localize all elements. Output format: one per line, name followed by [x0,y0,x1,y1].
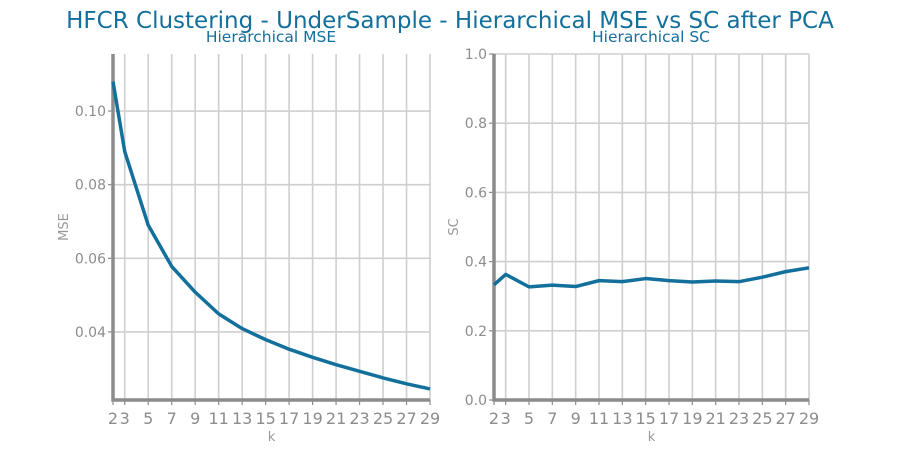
sc-x-tick-label: 19 [682,409,702,428]
sc-x-tick-label: 11 [589,409,609,428]
mse-x-tick-label: 5 [143,409,153,428]
mse-data-point [381,376,385,380]
mse-x-tick-label: 27 [396,409,416,428]
mse-data-point [405,382,409,386]
sc-x-tick-label: 15 [635,409,655,428]
sc-data-point [597,279,601,283]
sc-x-tick-label: 29 [799,409,819,428]
sc-x-tick-label: 13 [612,409,632,428]
sc-x-tick-label: 3 [501,409,511,428]
mse-data-point [428,387,432,391]
mse-x-tick-label: 3 [120,409,130,428]
mse-x-axis-label: k [268,430,276,445]
sc-data-point [807,266,811,270]
sc-data-point [760,275,764,279]
sc-data-point [492,283,496,287]
sc-y-tick-label: 1.0 [465,47,487,63]
sc-data-point [737,280,741,284]
mse-x-tick-label: 2 [108,409,118,428]
mse-data-point [217,312,221,316]
sc-x-tick-label: 21 [705,409,725,428]
mse-data-point [193,290,197,294]
sc-panel: 2 3 5 7 9 11 13 15 17 19 21 23 25 27 290.00.20.40.60.8… [447,28,819,445]
sc-data-point [784,270,788,274]
sc-x-tick-label: 7 [547,409,557,428]
mse-data-point [358,369,362,373]
mse-data-point [240,327,244,331]
mse-x-tick-label: 17 [279,409,299,428]
sc-x-tick-label: 17 [659,409,679,428]
sc-data-point [504,272,508,276]
sc-y-tick-label: 0.8 [465,116,487,132]
sc-y-tick-label: 0.4 [465,255,487,271]
mse-x-tick-label: 29 [420,409,440,428]
mse-x-tick-label: 13 [232,409,252,428]
sc-data-point [690,280,694,284]
sc-series-line [492,266,810,289]
sc-data-point [574,285,578,289]
sc-data-point [667,279,671,283]
mse-data-point [264,338,268,342]
mse-data-point [111,80,115,84]
mse-x-tick-label: 7 [167,409,177,428]
mse-x-tick-label: 21 [326,409,346,428]
mse-x-tick-label: 25 [373,409,393,428]
sc-x-tick-label: 5 [524,409,534,428]
sc-x-tick-label: 23 [729,409,749,428]
mse-y-tick-label: 0.10 [75,104,106,120]
mse-panel: 2 3 5 7 9 11 13 15 17 19 21 23 25 27 290.040.060.080.1… [57,28,440,445]
mse-x-tick-label: 9 [190,409,200,428]
sc-data-point [644,277,648,281]
mse-y-axis-label: MSE [57,213,72,241]
sc-data-point [550,283,554,287]
mse-series-line [111,81,431,391]
mse-x-tick-label: 23 [349,409,369,428]
mse-x-tick-label: 19 [302,409,322,428]
sc-x-tick-label: 2 [489,409,499,428]
mse-y-tick-label: 0.04 [75,325,106,341]
mse-data-point [287,347,291,351]
mse-data-point [170,264,174,268]
sc-y-tick-label: 0.2 [465,324,487,340]
mse-data-point [123,150,127,154]
figure-title: HFCR Clustering - UnderSample - Hierarch… [66,8,834,34]
sc-data-point [714,279,718,283]
mse-y-tick-label: 0.06 [75,251,106,267]
sc-data-point [620,280,624,284]
sc-panel-title: Hierarchical SC [592,28,710,46]
sc-y-tick-label: 0.0 [465,393,487,409]
sc-x-tick-label: 9 [571,409,581,428]
sc-x-axis-label: k [648,430,656,445]
sc-x-tick-label: 27 [775,409,795,428]
mse-data-point [311,355,315,359]
mse-x-tick-label: 11 [208,409,228,428]
sc-y-axis-label: SC [447,218,462,235]
sc-x-tick-label: 25 [752,409,772,428]
mse-y-tick-label: 0.08 [75,178,106,194]
sc-data-point [527,285,531,289]
mse-data-point [334,363,338,367]
mse-data-point [146,223,150,227]
sc-y-tick-label: 0.6 [465,185,487,201]
mse-x-tick-label: 15 [255,409,275,428]
mse-panel-title: Hierarchical MSE [206,28,336,46]
